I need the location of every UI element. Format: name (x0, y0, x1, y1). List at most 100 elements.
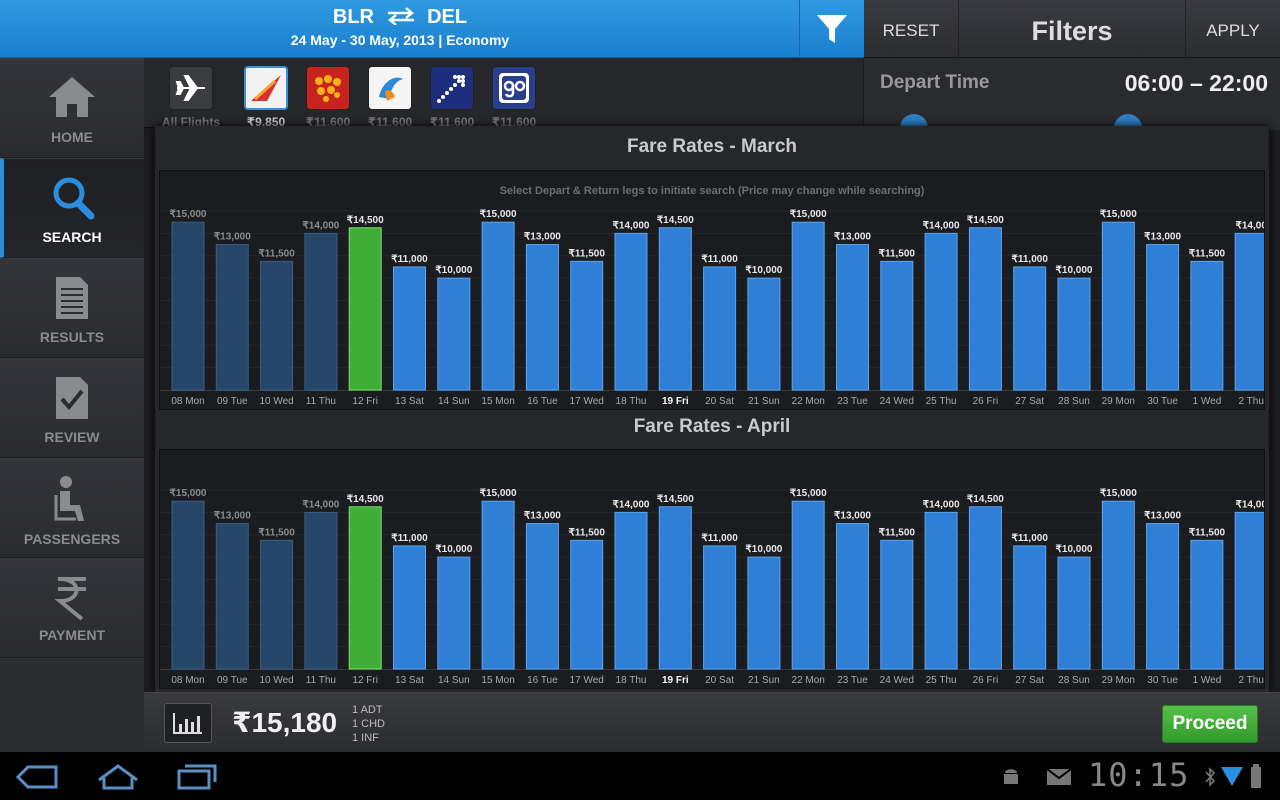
reset-button[interactable]: RESET (882, 21, 940, 40)
fare-bar[interactable] (1190, 260, 1224, 391)
fare-bar[interactable] (393, 545, 426, 670)
fare-value-label: ₹13,000 (214, 511, 251, 522)
fare-bar[interactable] (836, 523, 869, 670)
fare-bar[interactable] (1234, 511, 1265, 670)
fare-bar[interactable] (525, 244, 559, 391)
filters-header: RESET Filters APPLY (864, 0, 1280, 58)
fare-bar[interactable] (1057, 277, 1091, 391)
fare-bar[interactable] (658, 227, 692, 391)
fare-bar[interactable] (747, 277, 781, 391)
fare-bar[interactable] (968, 227, 1002, 391)
fare-bar[interactable] (570, 260, 604, 391)
sidebar-item-review[interactable]: REVIEW (0, 358, 144, 458)
fare-bar[interactable] (1146, 523, 1180, 670)
depart-time-value: 06:00 – 22:00 (1124, 70, 1268, 96)
date-tick-label: 20 Sat (705, 675, 734, 686)
swap-arrows-icon (387, 7, 414, 25)
fare-bar[interactable] (1101, 500, 1135, 670)
airline-goair-button[interactable] (492, 66, 536, 110)
date-tick-label: 24 Wed (880, 396, 914, 407)
fare-bar[interactable] (348, 227, 382, 391)
fare-bar[interactable] (215, 523, 249, 670)
fare-bar[interactable] (1013, 266, 1047, 391)
bluetooth-icon (1205, 767, 1216, 787)
fare-bar[interactable] (570, 539, 604, 670)
airline-indigo-button[interactable] (430, 66, 474, 110)
fare-value-label: ₹14,500 (657, 215, 694, 226)
fare-value-label: ₹14,000 (613, 220, 650, 231)
fare-bar[interactable] (437, 556, 471, 670)
date-tick-label: 27 Sat (1015, 396, 1044, 407)
back-icon[interactable] (16, 764, 60, 790)
airline-price: ₹11,600 (367, 115, 413, 129)
sidebar-item-payment[interactable]: PAYMENT (0, 558, 144, 658)
airline-air-india-button[interactable] (244, 66, 288, 110)
filters-title: Filters (958, 0, 1186, 58)
date-tick-label: 15 Mon (481, 675, 514, 686)
airline-spicejet-button[interactable] (306, 66, 350, 110)
fare-bar[interactable] (525, 523, 559, 670)
fare-bar[interactable] (836, 244, 869, 391)
fare-bar[interactable] (1101, 221, 1135, 391)
fare-bar[interactable] (1234, 232, 1265, 391)
fare-bar[interactable] (481, 221, 515, 391)
fare-bar[interactable] (260, 260, 294, 391)
search-icon (53, 177, 95, 220)
fare-bar[interactable] (215, 244, 249, 391)
fare-bar[interactable] (747, 556, 781, 670)
fare-bar[interactable] (304, 232, 338, 391)
airline-price: ₹9,850 (246, 115, 286, 129)
fare-bar[interactable] (1190, 539, 1224, 670)
april-chart-title: Fare Rates - April (633, 416, 791, 437)
android-debug-icon (1004, 769, 1018, 784)
fare-bar[interactable] (1013, 545, 1047, 670)
fare-bar[interactable] (260, 539, 294, 670)
fare-bar[interactable] (437, 277, 471, 391)
fare-chart-toggle-button[interactable] (164, 703, 212, 743)
fare-value-label: ₹10,000 (745, 265, 782, 276)
fare-bar[interactable] (880, 260, 914, 391)
fare-bar[interactable] (481, 500, 515, 670)
fare-value-label: ₹15,000 (1100, 488, 1137, 499)
apply-button[interactable]: APPLY (1206, 21, 1260, 40)
fare-bar[interactable] (171, 221, 205, 391)
trip-dates: 24 May - 30 May, 2013 | Economy (290, 32, 510, 48)
fare-value-label: ₹14,500 (967, 494, 1004, 505)
fare-bar[interactable] (614, 232, 648, 391)
fare-bar[interactable] (703, 545, 737, 670)
recent-apps-icon[interactable] (176, 762, 218, 790)
proceed-button[interactable]: Proceed (1162, 705, 1258, 743)
booking-summary-bar: ₹15,180 1 ADT 1 CHD 1 INF Proceed (144, 692, 1280, 752)
sidebar-item-results[interactable]: RESULTS (0, 258, 144, 358)
airline-kingfisher-button[interactable] (368, 66, 412, 110)
fare-bar[interactable] (924, 232, 958, 391)
sidebar-item-passengers[interactable]: PASSENGERS (0, 458, 144, 558)
fare-bar[interactable] (304, 511, 338, 670)
fare-bar[interactable] (348, 506, 382, 670)
date-tick-label: 29 Mon (1102, 396, 1135, 407)
fare-value-label: ₹14,000 (302, 499, 339, 510)
fare-bar[interactable] (1146, 244, 1180, 391)
fare-value-label: ₹14,500 (347, 215, 384, 226)
fare-bar[interactable] (171, 500, 205, 670)
goair-logo-icon (499, 73, 529, 103)
fare-bar[interactable] (658, 506, 692, 670)
fare-bar[interactable] (393, 266, 426, 391)
fare-value-label: ₹11,000 (1011, 254, 1048, 265)
fare-bar[interactable] (703, 266, 737, 391)
fare-bar[interactable] (1057, 556, 1091, 670)
indigo-logo-icon (437, 75, 465, 103)
fare-bar[interactable] (791, 500, 825, 670)
airline-all-flights-button[interactable] (169, 66, 213, 110)
home-nav-icon[interactable] (96, 762, 140, 790)
filter-toggle-button[interactable] (799, 0, 864, 58)
fare-bar[interactable] (924, 511, 958, 670)
fare-bar[interactable] (791, 221, 825, 391)
march-fare-chart: Select Depart & Return legs to initiate … (159, 170, 1265, 410)
fare-bar[interactable] (614, 511, 648, 670)
sidebar-item-search[interactable]: SEARCH (0, 158, 144, 258)
fare-bar[interactable] (880, 539, 914, 670)
fare-bar[interactable] (968, 506, 1002, 670)
sidebar-item-home[interactable]: HOME (0, 58, 144, 158)
sidebar: HOME SEARCH RESULTS REVIEW PASSENGERS PA… (0, 58, 144, 752)
